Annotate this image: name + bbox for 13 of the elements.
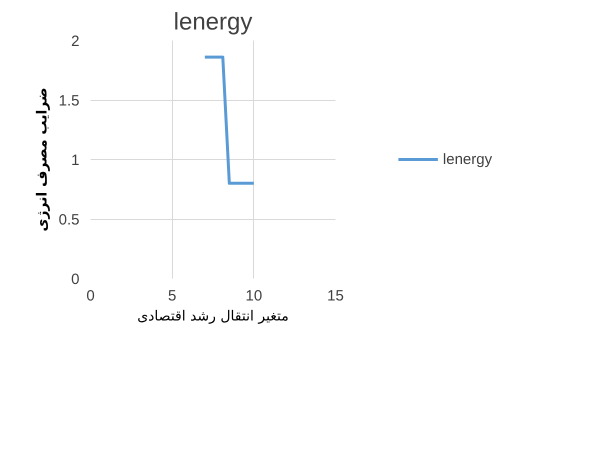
x-axis-title: متغیر انتقال رشد اقتصادی xyxy=(137,308,289,324)
y-axis-title: ضرایب مصرف انرژی xyxy=(34,88,51,232)
chart-title: lenergy xyxy=(174,8,252,36)
x-tick-label: 0 xyxy=(86,288,95,304)
y-tick-label: 0.5 xyxy=(58,212,80,228)
legend-label: lenergy xyxy=(442,150,492,168)
y-tick-label: 0 xyxy=(71,271,80,288)
y-tick-label: 1.5 xyxy=(58,92,80,110)
y-tick-label: 2 xyxy=(71,33,80,50)
x-tick-label: 10 xyxy=(245,288,262,304)
x-tick-label: 15 xyxy=(327,288,344,304)
x-tick-label: 5 xyxy=(168,288,176,304)
y-tick-label: 1 xyxy=(71,152,80,169)
